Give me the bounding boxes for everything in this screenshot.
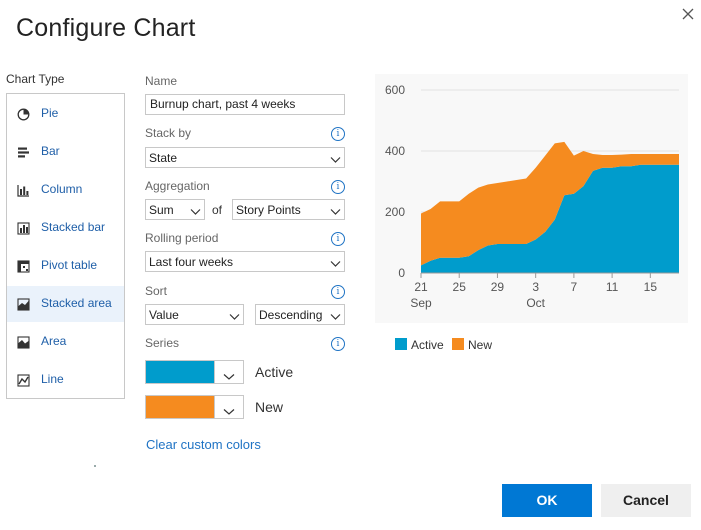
- series-info-icon[interactable]: i: [331, 337, 345, 351]
- area-series-active: [421, 164, 679, 273]
- rolling-period-select[interactable]: Last four weeks: [145, 251, 345, 272]
- cancel-button[interactable]: Cancel: [601, 484, 691, 517]
- clear-custom-colors-link[interactable]: Clear custom colors: [146, 437, 261, 452]
- sort-label: Sort: [145, 284, 168, 298]
- legend-label-new: New: [468, 338, 493, 352]
- series-label: Series: [145, 336, 180, 350]
- y-tick-label: 0: [398, 266, 405, 280]
- chart-type-label-pivot-table: Pivot table: [41, 258, 98, 272]
- chevron-down-icon: [223, 368, 235, 380]
- stack-by-info-icon[interactable]: i: [331, 127, 345, 141]
- series-color-picker-new[interactable]: [145, 395, 244, 419]
- stack-by-select[interactable]: State: [145, 147, 345, 168]
- x-tick-label: 15: [644, 280, 658, 294]
- y-tick-label: 600: [385, 83, 405, 97]
- legend-label-active: Active: [411, 338, 444, 352]
- chevron-down-icon: [229, 310, 240, 320]
- x-tick-label: 3: [532, 280, 539, 294]
- area-chart-icon: [17, 336, 30, 349]
- x-group-label: Oct: [526, 296, 545, 310]
- x-tick-label: 25: [453, 280, 467, 294]
- series-color-swatch-new: [146, 396, 214, 418]
- stack-by-label: Stack by: [145, 126, 192, 140]
- column-chart-icon: [17, 184, 30, 197]
- aggregation-field-select[interactable]: Story Points: [232, 199, 345, 220]
- chart-type-label-column: Column: [41, 182, 83, 196]
- legend-swatch-active: [395, 338, 407, 350]
- chevron-down-icon: [330, 257, 341, 267]
- chart-type-label-stacked-area: Stacked area: [41, 296, 112, 310]
- chart-type-line[interactable]: Line: [7, 362, 124, 398]
- y-tick-label: 200: [385, 205, 405, 219]
- bar-chart-icon: [17, 146, 30, 159]
- name-label: Name: [145, 74, 178, 88]
- chart-type-bar[interactable]: Bar: [7, 134, 124, 170]
- chevron-down-icon: [330, 310, 341, 320]
- chevron-down-icon: [190, 205, 201, 215]
- rolling-period-value: Last four weeks: [149, 255, 234, 269]
- chart-type-label-line: Line: [41, 372, 64, 386]
- chevron-down-icon: [330, 153, 341, 163]
- chart-type-label-area: Area: [41, 334, 67, 348]
- aggregation-of-text: of: [212, 203, 223, 217]
- area-series-new: [421, 141, 679, 266]
- series-color-swatch-active: [146, 361, 214, 383]
- stack-by-value: State: [149, 151, 178, 165]
- chevron-down-icon: [223, 403, 235, 415]
- x-group-label: Sep: [410, 296, 432, 310]
- rolling-period-label: Rolling period: [145, 231, 219, 245]
- legend-swatch-new: [452, 338, 464, 350]
- x-tick-label: 29: [491, 280, 505, 294]
- stacked-area-icon: [17, 298, 30, 311]
- sort-info-icon[interactable]: i: [331, 285, 345, 299]
- aggregation-function-value: Sum: [149, 203, 174, 217]
- chart-type-label-stacked-bar: Stacked bar: [41, 220, 106, 234]
- chart-type-stacked-bar[interactable]: Stacked bar: [7, 210, 124, 246]
- swatch-divider: [214, 361, 215, 383]
- series-name-new: New: [255, 399, 284, 415]
- swatch-divider: [214, 396, 215, 418]
- chart-type-label-bar: Bar: [41, 144, 60, 158]
- rolling-period-info-icon[interactable]: i: [331, 232, 345, 246]
- pie-icon: [17, 108, 30, 121]
- aggregation-info-icon[interactable]: i: [331, 180, 345, 194]
- chart-type-pivot-table[interactable]: Pivot table: [7, 248, 124, 284]
- sort-by-select[interactable]: Value: [145, 304, 244, 325]
- chart-type-label: Chart Type: [6, 72, 65, 86]
- chart-preview: 0 200 400 600 21 25 29 3 7 11 15 Sep Oct: [375, 74, 688, 323]
- x-tick-label: 11: [606, 280, 619, 294]
- y-tick-label: 400: [385, 144, 405, 158]
- sort-direction-select[interactable]: Descending: [255, 304, 345, 325]
- x-tick-label: 21: [414, 280, 428, 294]
- x-tick-label: 7: [571, 280, 578, 294]
- chart-type-pie[interactable]: Pie: [7, 96, 124, 132]
- aggregation-field-value: Story Points: [236, 203, 301, 217]
- stacked-bar-icon: [17, 222, 30, 235]
- series-color-picker-active[interactable]: [145, 360, 244, 384]
- ok-button[interactable]: OK: [502, 484, 592, 517]
- sort-direction-value: Descending: [259, 308, 323, 322]
- stray-mark: [94, 465, 96, 467]
- dialog-title: Configure Chart: [16, 14, 196, 42]
- line-chart-icon: [17, 374, 30, 387]
- chart-type-column[interactable]: Column: [7, 172, 124, 208]
- chart-type-label-pie: Pie: [41, 106, 59, 120]
- pivot-table-icon: [17, 260, 30, 273]
- aggregation-label: Aggregation: [145, 179, 210, 193]
- aggregation-function-select[interactable]: Sum: [145, 199, 205, 220]
- sort-by-value: Value: [149, 308, 179, 322]
- chart-type-area[interactable]: Area: [7, 324, 124, 360]
- close-icon[interactable]: [677, 3, 699, 25]
- chart-type-stacked-area[interactable]: Stacked area: [7, 286, 124, 322]
- chart-svg: 0 200 400 600 21 25 29 3 7 11 15 Sep Oct: [385, 83, 679, 310]
- series-name-active: Active: [255, 364, 294, 380]
- name-input[interactable]: Burnup chart, past 4 weeks: [145, 94, 345, 115]
- chevron-down-icon: [330, 205, 341, 215]
- chart-type-list: Pie Bar Column Stacked bar Pivot table S…: [6, 93, 125, 399]
